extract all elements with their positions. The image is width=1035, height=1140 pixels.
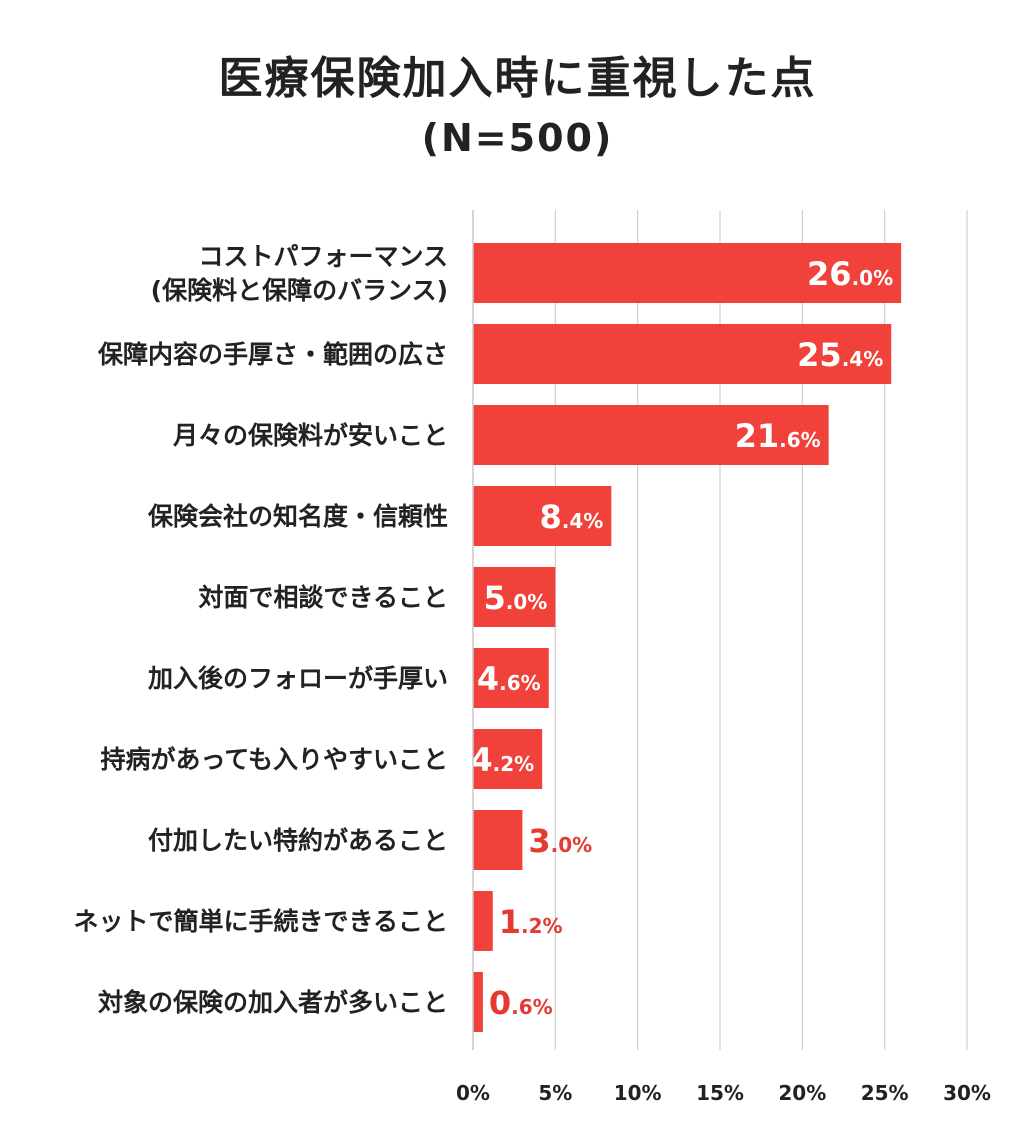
x-tick-label: 30% [943, 1081, 991, 1105]
chart-title: 医療保険加入時に重視した点 [218, 53, 817, 104]
data-label: 21.6% [735, 417, 821, 455]
data-label: 4.6% [477, 660, 541, 698]
bar [473, 648, 549, 708]
chart-subtitle: (N=500) [421, 116, 614, 160]
x-tick-label: 15% [696, 1081, 744, 1105]
bar [473, 405, 829, 465]
bar [473, 486, 612, 546]
data-label: 3.0% [528, 822, 592, 860]
bar [473, 567, 556, 627]
category-label: 付加したい特約があること [148, 826, 448, 855]
category-label: 対象の保険の加入者が多いこと [98, 988, 448, 1017]
x-tick-label: 5% [538, 1081, 572, 1105]
category-label: 対面で相談できること [198, 583, 448, 612]
data-label: 4.2% [470, 741, 534, 779]
category-label: 保障内容の手厚さ・範囲の広さ [97, 340, 448, 369]
bar [473, 729, 543, 789]
data-label: 8.4% [539, 498, 603, 536]
x-tick-label: 25% [861, 1081, 909, 1105]
data-label: 5.0% [484, 579, 548, 617]
category-label: 月々の保険料が安いこと [172, 421, 448, 450]
bar [473, 324, 892, 384]
bar [473, 891, 493, 951]
data-label: 1.2% [499, 903, 563, 941]
category-label: 持病があっても入りやすいこと [100, 745, 448, 774]
category-label: コストパフォーマンス [198, 242, 448, 271]
x-tick-label: 20% [778, 1081, 826, 1105]
category-label: 加入後のフォローが手厚い [147, 664, 448, 693]
data-label: 0.6% [489, 984, 553, 1022]
category-label: 保険会社の知名度・信頼性 [147, 502, 448, 531]
category-label: (保険料と保障のバランス) [151, 276, 448, 305]
bar [473, 972, 483, 1032]
category-label: ネットで簡単に手続きできること [73, 907, 448, 936]
bar [473, 810, 523, 870]
data-label: 25.4% [797, 336, 883, 374]
x-tick-label: 0% [456, 1081, 490, 1105]
data-label: 26.0% [807, 255, 893, 293]
x-tick-label: 10% [614, 1081, 662, 1105]
bar [473, 243, 902, 303]
